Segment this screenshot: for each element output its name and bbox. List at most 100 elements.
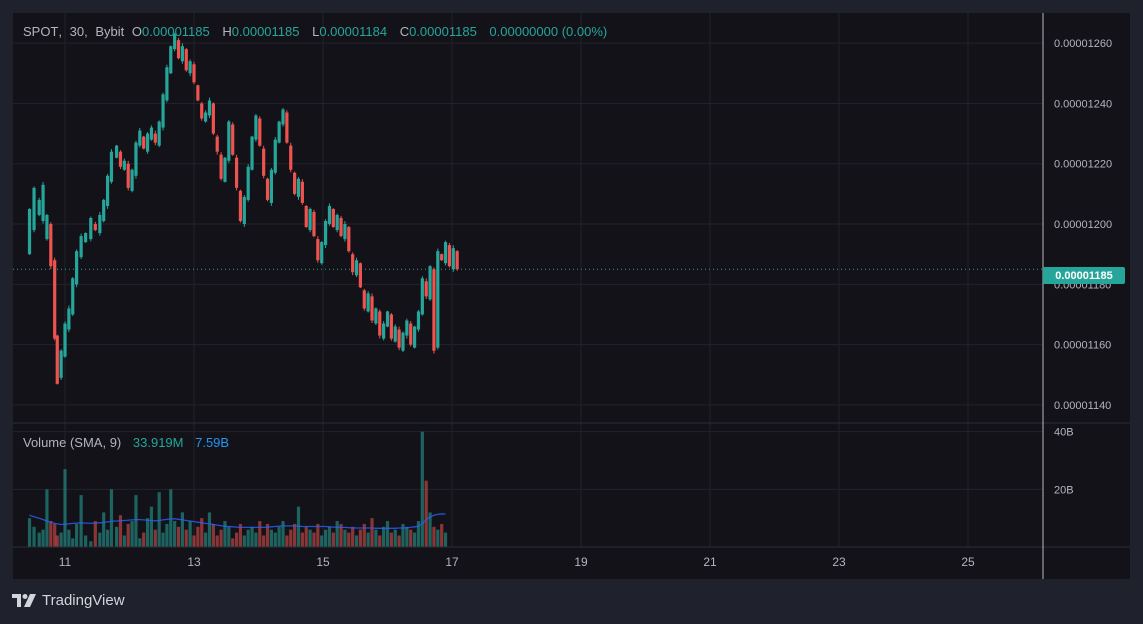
tradingview-logo[interactable]: TradingView bbox=[12, 592, 125, 609]
symbol-label: SPOT bbox=[23, 24, 59, 39]
candle-body bbox=[59, 350, 63, 378]
candle-body bbox=[405, 320, 409, 336]
volume-bar bbox=[320, 535, 324, 547]
close-value: 0.00001185 bbox=[409, 24, 477, 39]
candle-body bbox=[382, 323, 386, 339]
volume-bar bbox=[184, 529, 188, 547]
volume-bar bbox=[358, 529, 363, 547]
volume-bar bbox=[223, 521, 227, 547]
candle-body bbox=[84, 233, 88, 243]
volume-bar bbox=[389, 532, 393, 547]
candle-body bbox=[262, 148, 266, 176]
grid-lines bbox=[13, 13, 1043, 547]
candle-body bbox=[370, 296, 374, 321]
candle-body bbox=[242, 196, 246, 225]
candle-body bbox=[269, 169, 273, 203]
candle-body bbox=[354, 260, 359, 276]
candle-body bbox=[238, 190, 243, 222]
candle-body bbox=[401, 332, 405, 351]
volume-bar bbox=[200, 518, 204, 547]
open-label: O bbox=[131, 24, 143, 39]
chart-canvas[interactable]: 11 13 15 17 19 21 23 25 0.00001260 0.00001240 0.00… bbox=[13, 13, 1130, 579]
candle-body bbox=[451, 248, 455, 270]
volume-bar bbox=[370, 518, 374, 547]
volume-bar bbox=[339, 523, 343, 547]
volume-bar bbox=[405, 526, 409, 547]
volume-bar bbox=[149, 506, 154, 547]
candle-body bbox=[327, 205, 332, 225]
candle-body bbox=[75, 251, 79, 285]
volume-bar bbox=[312, 532, 316, 547]
candle-body bbox=[455, 251, 459, 270]
volume-bar bbox=[432, 526, 436, 547]
volume-bar bbox=[93, 521, 97, 547]
candle-body bbox=[339, 218, 343, 237]
volume-bar bbox=[351, 526, 355, 547]
last-price-badge: 0.00001185 bbox=[1043, 267, 1125, 284]
candle-body bbox=[63, 323, 67, 357]
volume-bar bbox=[366, 532, 370, 547]
chart-panel[interactable]: 11 13 15 17 19 21 23 25 0.00001260 0.00001240 0.00… bbox=[13, 13, 1130, 579]
volume-bar bbox=[335, 521, 339, 547]
volume-bar bbox=[374, 529, 378, 547]
candle-body bbox=[289, 145, 293, 170]
candle-body bbox=[436, 251, 440, 348]
candle-body bbox=[67, 308, 71, 330]
candle-body bbox=[246, 166, 250, 200]
volume-bar bbox=[304, 526, 308, 547]
low-label: L bbox=[312, 24, 320, 39]
volume-bar bbox=[173, 521, 177, 547]
volume-bar bbox=[308, 529, 312, 547]
volume-bar bbox=[102, 512, 106, 547]
candle-body bbox=[196, 85, 200, 101]
volume-bar bbox=[153, 529, 157, 547]
price-tick-label: 0.00001260 bbox=[1054, 38, 1112, 50]
candle-body bbox=[409, 323, 413, 345]
price-legend[interactable]: SPOT, 30, Bybit O0.00001185 H0.00001185 … bbox=[23, 24, 608, 39]
volume-bar bbox=[105, 529, 110, 547]
candle-body bbox=[142, 136, 146, 149]
candle-body bbox=[71, 278, 75, 315]
volume-bar bbox=[242, 535, 246, 547]
volume-bar bbox=[157, 492, 161, 547]
volume-bar bbox=[293, 523, 297, 547]
candle-body bbox=[145, 133, 150, 152]
volume-bar bbox=[354, 535, 359, 547]
brand-label: TradingView bbox=[42, 592, 125, 609]
volume-bar bbox=[234, 532, 239, 547]
volume-bar bbox=[262, 535, 266, 547]
candle-body bbox=[440, 254, 444, 261]
candle-body bbox=[192, 64, 196, 83]
volume-bar bbox=[385, 521, 390, 547]
x-tick-label: 21 bbox=[703, 555, 717, 569]
candle-body bbox=[366, 293, 370, 312]
volume-bars-group bbox=[27, 431, 448, 547]
x-tick-label: 13 bbox=[187, 555, 201, 569]
volume-bar bbox=[231, 538, 235, 547]
candle-body bbox=[215, 136, 219, 152]
volume-bar bbox=[250, 526, 254, 547]
volume-bar bbox=[397, 535, 401, 547]
volume-bar bbox=[227, 526, 231, 547]
candle-body bbox=[320, 242, 324, 264]
volume-bar bbox=[138, 538, 142, 547]
candle-body bbox=[351, 254, 355, 273]
volume-bar bbox=[215, 535, 219, 547]
price-tick-label: 0.00001200 bbox=[1054, 219, 1112, 231]
volume-bar bbox=[238, 523, 243, 547]
candle-body bbox=[32, 187, 36, 231]
volume-bar bbox=[265, 523, 270, 547]
candle-body bbox=[41, 184, 45, 222]
candle-body bbox=[55, 335, 59, 384]
volume-bar bbox=[176, 526, 181, 547]
candle-body bbox=[153, 133, 157, 143]
volume-bar bbox=[49, 521, 53, 547]
volume-legend[interactable]: Volume (SMA, 9) 33.919M 7.59B bbox=[23, 435, 233, 450]
volume-bar bbox=[285, 535, 289, 547]
candle-body bbox=[45, 214, 49, 240]
candle-body bbox=[412, 326, 417, 348]
candle-body bbox=[180, 46, 184, 62]
volume-bar bbox=[219, 529, 223, 547]
candle-body bbox=[416, 311, 421, 330]
candle-body bbox=[211, 103, 215, 134]
